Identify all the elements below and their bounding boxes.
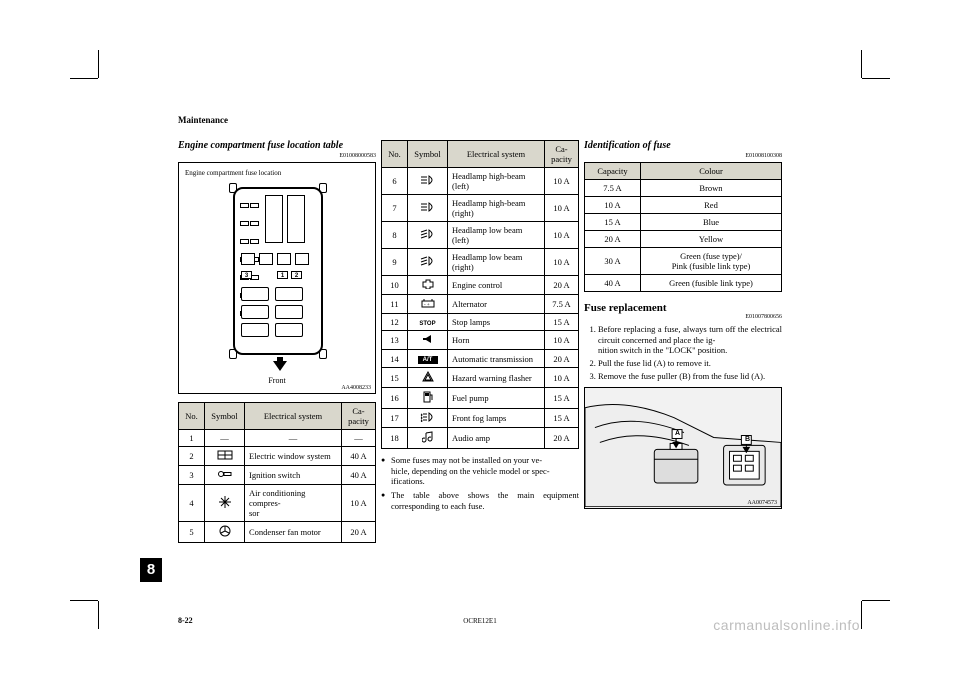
note-item: The table above shows the main equipment… — [381, 490, 579, 511]
at-icon: A/T — [418, 356, 438, 364]
crop-mark — [861, 50, 862, 78]
highbeam-icon — [418, 175, 438, 187]
label-b: B — [745, 436, 750, 443]
table-row: 7.5 ABrown — [585, 180, 782, 197]
table-row: 1——— — [179, 430, 376, 447]
label-a: A — [675, 430, 680, 437]
table-row: 5Condenser fan motor20 A — [179, 522, 376, 543]
th-cap: Ca- pacity — [342, 403, 376, 430]
fuse-diagram: 3 1 2 Front — [185, 181, 369, 391]
th-cap: Capacity — [585, 163, 641, 180]
svg-text:- +: - + — [424, 303, 430, 308]
table-row: 11- +Alternator7.5 A — [382, 295, 579, 314]
crop-mark — [98, 50, 99, 78]
manual-page: Maintenance Engine compartment fuse loca… — [0, 0, 960, 679]
th-no: No. — [382, 141, 408, 168]
horn-icon — [418, 334, 438, 346]
chapter-tab: 8 — [140, 558, 162, 582]
table-row: 3Ignition switch40 A — [179, 466, 376, 485]
table-row: 8Headlamp low beam (left)10 A — [382, 222, 579, 249]
th-colour: Colour — [641, 163, 782, 180]
table-row: 7Headlamp high-beam (right)10 A — [382, 195, 579, 222]
figure-code: AA0074573 — [747, 500, 777, 506]
fuse-table-2: No. Symbol Electrical system Ca- pacity … — [381, 140, 579, 449]
crop-mark — [862, 78, 890, 79]
fuelpump-icon — [418, 391, 438, 405]
arrow-down-icon — [273, 357, 287, 371]
ac-icon — [215, 496, 235, 510]
table-row: 9Headlamp low beam (right)10 A — [382, 249, 579, 276]
callout-3: 3 — [241, 271, 252, 279]
th-symbol: Symbol — [205, 403, 245, 430]
highbeam-icon — [418, 202, 438, 214]
table-row: 20 AYellow — [585, 231, 782, 248]
colour-table: Capacity Colour 7.5 ABrown 10 ARed 15 AB… — [584, 162, 782, 292]
ecode: E01007800656 — [584, 314, 782, 320]
fuse-lid-illustration: A B — [585, 388, 781, 508]
th-system: Electrical system — [448, 141, 545, 168]
table-row: 40 AGreen (fusible link type) — [585, 275, 782, 292]
th-no: No. — [179, 403, 205, 430]
note-item: Some fuses may not be installed on your … — [381, 455, 579, 487]
ecode: E01008000583 — [178, 153, 376, 159]
figure-label: Engine compartment fuse location — [185, 169, 369, 177]
table-row: 15 ABlue — [585, 214, 782, 231]
lowbeam-icon — [418, 229, 438, 241]
battery-icon: - + — [418, 298, 438, 310]
stop-icon: STOP — [418, 321, 438, 327]
table-row: 13Horn10 A — [382, 331, 579, 350]
th-cap: Ca- pacity — [545, 141, 579, 168]
window-icon — [215, 450, 235, 462]
ecode: E01008100308 — [584, 153, 782, 159]
fog-icon — [418, 412, 438, 424]
column-3: Identification of fuse E01008100308 Capa… — [584, 140, 782, 509]
th-system: Electrical system — [245, 403, 342, 430]
section-header: Maintenance — [178, 115, 228, 125]
ignition-icon — [215, 469, 235, 481]
table-row: 18Audio amp20 A — [382, 428, 579, 449]
watermark: carmanualsonline.info — [713, 617, 860, 633]
crop-mark — [70, 78, 98, 79]
table-row: 17Front fog lamps15 A — [382, 409, 579, 428]
table-row: 4Air conditioning compres- sor10 A — [179, 485, 376, 522]
step-item: Remove the fuse puller (B) from the fuse… — [598, 371, 782, 382]
table-row: 2Electric window system40 A — [179, 447, 376, 466]
fuse-table-1: No. Symbol Electrical system Ca- pacity … — [178, 402, 376, 543]
crop-mark — [70, 600, 98, 601]
step-item: Pull the fuse lid (A) to remove it. — [598, 358, 782, 369]
th-symbol: Symbol — [408, 141, 448, 168]
callout-1: 1 — [277, 271, 288, 279]
engine-icon — [418, 279, 438, 291]
fan-icon — [215, 525, 235, 539]
notes-list: Some fuses may not be installed on your … — [381, 455, 579, 511]
front-label: Front — [185, 376, 369, 385]
fuse-location-figure: Engine compartment fuse location — [178, 162, 376, 394]
fuse-replacement-title: Fuse replacement — [584, 302, 782, 314]
replacement-steps: Before replacing a fuse, always turn off… — [598, 324, 782, 381]
table-row: 10Engine control20 A — [382, 276, 579, 295]
fuse-location-title: Engine compartment fuse location table — [178, 140, 376, 151]
step-item: Before replacing a fuse, always turn off… — [598, 324, 782, 356]
callout-2: 2 — [291, 271, 302, 279]
table-row: 15Hazard warning flasher10 A — [382, 368, 579, 388]
crop-mark — [862, 600, 890, 601]
table-row: 12STOPStop lamps15 A — [382, 314, 579, 331]
column-2: No. Symbol Electrical system Ca- pacity … — [381, 140, 579, 514]
table-row: 14A/TAutomatic transmission20 A — [382, 350, 579, 368]
audio-icon — [418, 431, 438, 445]
lowbeam-icon — [418, 256, 438, 268]
column-1: Engine compartment fuse location table E… — [178, 140, 376, 543]
table-row: 16Fuel pump15 A — [382, 388, 579, 409]
figure-code: AA4008233 — [341, 385, 371, 391]
identification-title: Identification of fuse — [584, 140, 782, 151]
table-row: 6Headlamp high-beam (left)10 A — [382, 168, 579, 195]
table-row: 30 AGreen (fuse type)/ Pink (fusible lin… — [585, 248, 782, 275]
hazard-icon — [418, 371, 438, 384]
table-row: 10 ARed — [585, 197, 782, 214]
fuse-lid-figure: LHD — [584, 387, 782, 509]
